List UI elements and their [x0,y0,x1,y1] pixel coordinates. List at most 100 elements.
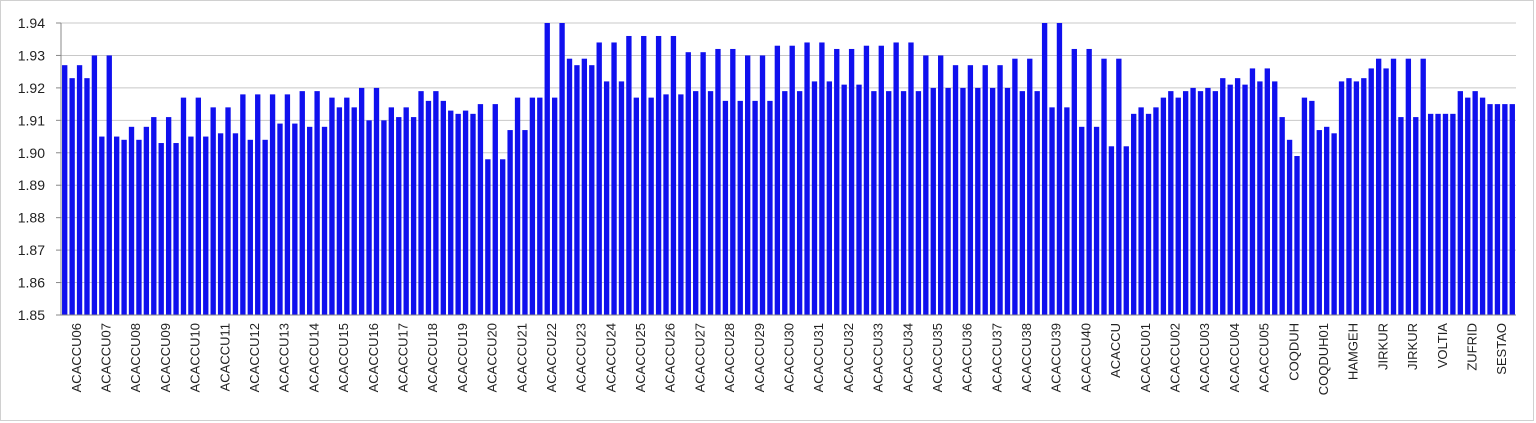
bar [329,97,335,316]
bar [255,94,261,315]
x-category-label: ACACCU02 [1168,323,1183,392]
bar [1353,81,1360,316]
x-category-label: ACACCU40 [1078,323,1093,392]
bar [1190,87,1196,315]
bar [678,94,684,315]
y-tick-label: 1.87 [18,242,45,258]
bar [826,81,832,316]
bar [1093,126,1100,315]
bar [700,52,706,315]
bar [1027,58,1033,315]
x-category-label: ACACCU05 [1257,323,1272,392]
bar [433,91,439,315]
bar [782,91,788,315]
bar [1346,78,1352,315]
bar [1457,91,1463,315]
bar [514,97,521,316]
bar [1197,91,1204,315]
bar [745,55,751,315]
x-category-label: ACACCU10 [188,323,203,392]
bar [173,143,179,315]
bar [165,117,172,315]
bar [418,91,424,315]
axes [56,22,1516,316]
y-tick-label: 1.88 [18,210,45,226]
bar [1153,107,1159,315]
bar [1160,97,1167,316]
x-category-label: ACACCU38 [1019,323,1034,392]
bar [1071,48,1077,316]
bar [262,139,268,315]
bar [989,87,996,315]
bar [945,87,951,315]
bar [1338,81,1345,316]
bar [425,100,432,316]
bar [589,65,595,316]
bar [1375,58,1382,315]
bar [1175,97,1181,316]
bar [1413,117,1419,315]
bar [759,55,766,315]
x-category-label: JIRKUR [1405,323,1420,370]
bar [1041,23,1048,315]
bar [856,84,862,315]
bar [1108,146,1115,315]
bar [299,91,305,315]
bar [69,78,75,315]
bar [358,87,365,315]
bar [410,117,417,315]
bar [715,48,721,316]
bar [544,23,550,315]
x-category-label: ACACCU16 [366,323,381,392]
bar [1294,156,1300,315]
bar [351,107,357,315]
x-category-label: ACACCU28 [722,323,737,392]
bar [388,107,395,315]
bar [1123,146,1129,315]
bar [344,97,350,316]
bar [886,91,892,315]
bar [1398,117,1404,315]
bar [462,110,469,315]
bar [1368,68,1374,315]
bar [1086,48,1092,316]
bar [1131,113,1137,315]
bar [477,104,484,315]
bar [834,48,840,316]
x-category-label: SESTAO [1494,323,1509,375]
bar [121,139,127,315]
bar [878,45,884,316]
bar [670,35,677,315]
bar [500,159,506,315]
bar [485,159,491,315]
bar [180,97,187,316]
bar [611,42,617,315]
bar [1309,100,1315,316]
x-category-label: ACACCU37 [989,323,1004,392]
bar [492,104,498,315]
x-category-label: ACACCU17 [395,323,410,392]
bar [641,35,647,315]
bar [923,55,929,315]
bar [195,97,201,316]
bar [1101,58,1107,315]
x-category-label: ACACCU27 [692,323,707,392]
bar [730,48,736,316]
bar [596,42,602,315]
bar [693,91,699,315]
bar [1205,87,1211,315]
x-category-label: ACACCU21 [514,323,529,392]
x-category-label: ACACCU09 [158,323,173,392]
x-category-label: ACACCU19 [455,323,470,392]
bar [1479,97,1486,316]
bar [960,87,966,315]
bar [403,107,409,315]
x-category-label: HAMGEH [1346,323,1361,380]
bar [292,123,298,315]
bar [1442,113,1449,315]
bar [106,55,112,315]
bar [143,126,150,315]
bar [1012,58,1018,315]
bar [559,23,565,315]
